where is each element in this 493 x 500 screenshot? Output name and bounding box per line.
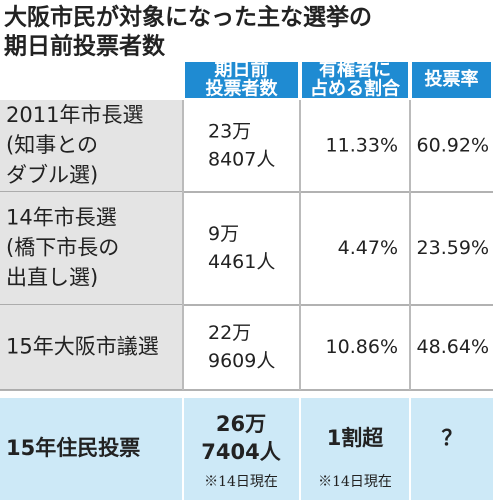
voters: 9609人: [208, 350, 275, 372]
share: 11.33%: [326, 135, 398, 157]
title-line: 期日前投票者数: [4, 33, 166, 60]
note: ※14日現在: [204, 474, 278, 490]
row-label: 出直し選): [6, 266, 98, 290]
voters: 9万: [208, 223, 239, 245]
header-text: 有権者に: [319, 59, 391, 81]
header-cell: [302, 62, 408, 98]
voters: 8407人: [208, 149, 275, 171]
header-text: 投票者数: [206, 78, 279, 100]
voters: 22万: [208, 322, 251, 344]
row-label: 2011年市長選: [6, 103, 143, 127]
turnout: 48.64%: [417, 336, 489, 358]
row-label: ダブル選): [6, 163, 98, 187]
voters: 26万: [216, 412, 266, 436]
header-text: 期日前: [215, 59, 269, 81]
label-bg: [0, 192, 183, 305]
row-label: 14年市長選: [6, 206, 117, 230]
label-bg: [0, 100, 183, 192]
voters: 7404人: [201, 440, 280, 464]
share: 1割超: [327, 426, 385, 450]
row-label: 15年住民投票: [6, 436, 140, 460]
voters: 4461人: [208, 251, 275, 273]
header-text: 占める割合: [310, 78, 401, 100]
note: ※14日現在: [318, 474, 392, 490]
voters: 23万: [208, 121, 251, 143]
row-label: 15年大阪市議選: [6, 335, 159, 359]
label-bg: [0, 305, 183, 390]
share: 10.86%: [326, 336, 398, 358]
turnout: 23.59%: [417, 237, 489, 259]
header-text: 投票率: [425, 68, 479, 90]
turnout: ？: [442, 426, 463, 450]
header-cell: [185, 62, 298, 98]
title-line: 大阪市民が対象になった主な選挙の: [4, 4, 372, 31]
share: 4.47%: [338, 237, 398, 259]
turnout: 60.92%: [417, 135, 489, 157]
row-label: (知事との: [6, 133, 98, 157]
header-cell: [412, 62, 491, 98]
row-label: (橋下市長の: [6, 236, 119, 260]
